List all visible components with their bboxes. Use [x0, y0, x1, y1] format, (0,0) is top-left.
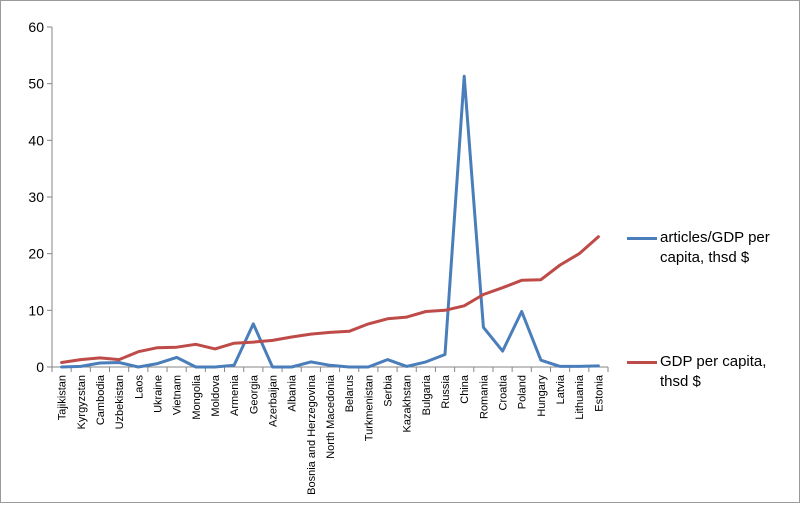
x-tick-label: Georgia [248, 374, 260, 414]
x-tick-label: Hungary [536, 375, 548, 417]
x-tick-label: Lithuania [574, 374, 586, 420]
x-tick-label: Uzbekistan [114, 375, 126, 429]
series-line-1 [60, 235, 600, 364]
x-tick-label: Mongolia [191, 374, 203, 420]
x-tick-label: China [459, 374, 471, 404]
legend-swatch-articles [627, 237, 657, 240]
x-tick-label: Croatia [498, 374, 510, 410]
y-tick-label: 30 [28, 189, 44, 205]
x-tick-label: Belarus [344, 375, 356, 413]
legend-label-gdp: GDP per capita, thsd $ [660, 353, 767, 390]
x-tick-label: Albania [287, 374, 299, 412]
x-tick-label: Ukraine [152, 375, 164, 413]
legend-swatch-gdp [627, 361, 657, 364]
x-axis-ticks: Tajikistan Kyrgyzstan Cambodia Uzbekistan La… [51, 367, 609, 495]
y-tick-label: 40 [28, 132, 44, 148]
x-tick-label: Laos [133, 375, 145, 399]
x-tick-label: Cambodia [95, 374, 107, 425]
x-tick-label: Poland [517, 375, 529, 409]
x-tick-label: Vietnam [172, 375, 184, 415]
y-axis-ticks: 0 10 20 30 40 50 60 [28, 19, 52, 375]
x-tick-label: North Macedonia [325, 374, 337, 459]
x-tick-label: Kazakhstan [402, 375, 414, 432]
x-tick-label: Bosnia and Herzegovina [306, 374, 318, 495]
x-tick-label: Romania [478, 374, 490, 419]
x-tick-label: Estonia [593, 374, 605, 412]
x-tick-label: Azerbaijan [267, 375, 279, 427]
x-tick-label: Serbia [383, 374, 395, 407]
x-tick-label: Bulgaria [421, 374, 433, 415]
x-tick-label: Armenia [229, 374, 241, 416]
series-lines [60, 74, 600, 369]
x-tick-label: Latvia [555, 374, 567, 404]
x-tick-label: Tajikistan [57, 375, 69, 420]
y-tick-label: 0 [36, 359, 44, 375]
x-tick-label: Kyrgyzstan [76, 375, 88, 429]
y-tick-label: 10 [28, 302, 44, 318]
y-tick-label: 50 [28, 76, 44, 92]
x-tick-label: Turkmenistan [363, 375, 375, 441]
y-tick-label: 60 [28, 19, 44, 35]
x-tick-label: Russia [440, 374, 452, 409]
legend-label-articles: articles/GDP per capita, thsd $ [660, 229, 770, 266]
series-line-0 [60, 74, 600, 369]
x-tick-label: Moldova [210, 374, 222, 416]
y-tick-label: 20 [28, 246, 44, 262]
